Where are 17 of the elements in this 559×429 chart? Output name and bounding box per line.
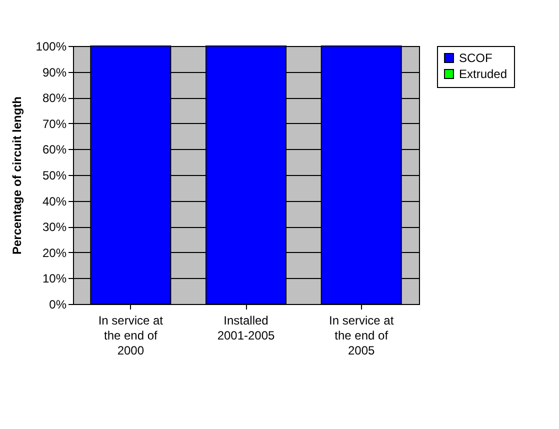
y-tick-label: 100% [36,40,67,54]
y-tick-label: 60% [42,142,67,157]
x-tick-label: In service at the end of 2005 [328,314,394,358]
legend-label: Extruded [459,67,508,81]
x-tick-label: Installed 2001-2005 [217,314,276,342]
y-tick-label: 90% [42,65,67,80]
y-tick-label: 30% [42,220,67,234]
y-tick-label: 20% [42,246,67,260]
y-axis-title: Percentage of circuit length [10,96,24,255]
y-tick-label: 10% [42,272,67,286]
y-tick-label: 70% [42,116,67,131]
y-tick-label: 50% [42,168,67,182]
x-tick-label: In service at the end of 2000 [98,314,164,358]
y-tick-label: 0% [49,298,67,312]
y-tick-label: 40% [42,194,67,208]
legend-label: SCOF [459,51,492,65]
y-tick-label: 80% [42,91,67,106]
